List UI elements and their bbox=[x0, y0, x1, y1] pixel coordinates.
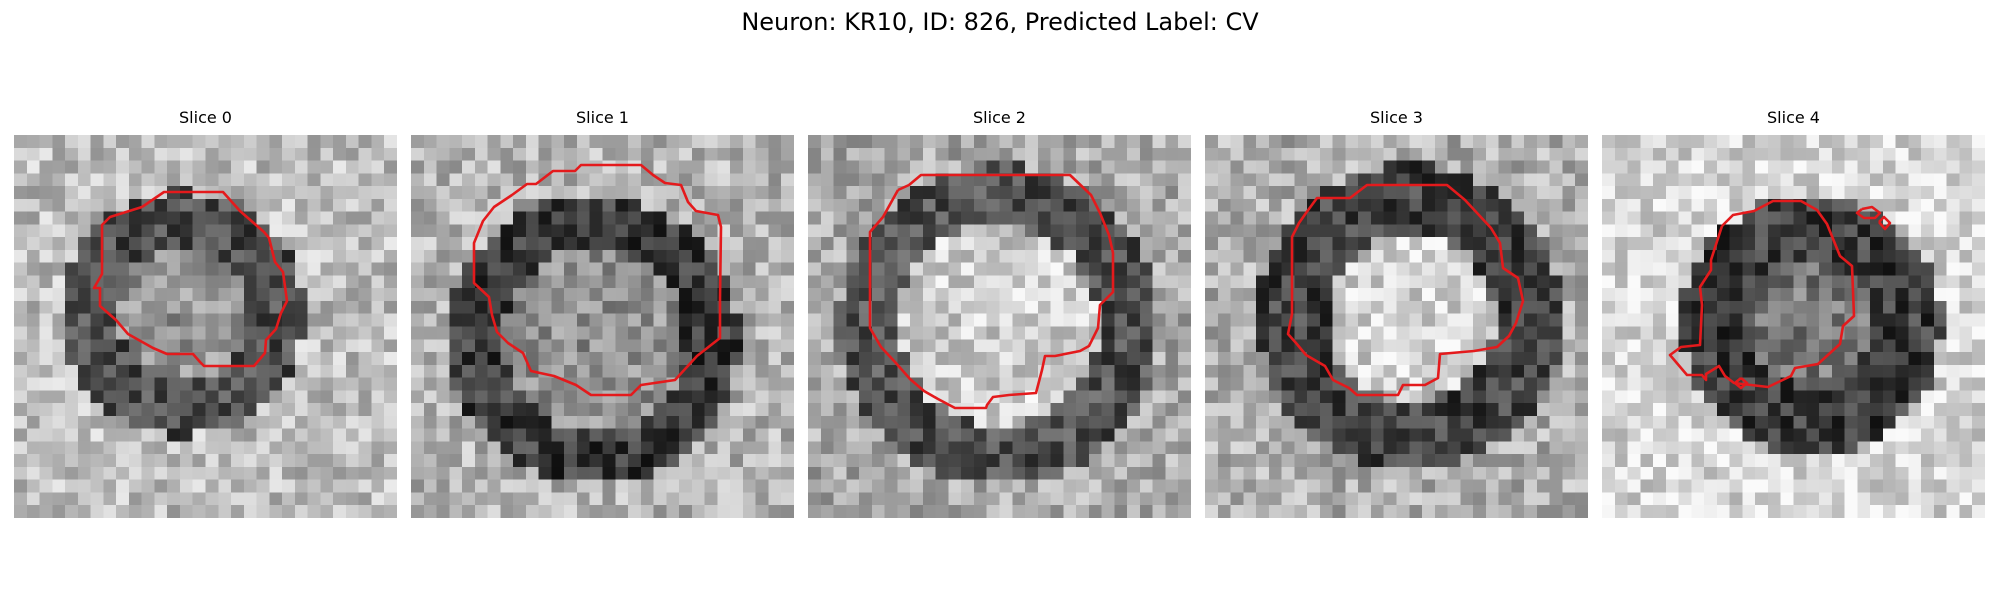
slice-panel-3: Slice 3 bbox=[1205, 106, 1588, 518]
slice-title: Slice 4 bbox=[1767, 108, 1820, 127]
grayscale-image bbox=[14, 135, 397, 518]
slice-title: Slice 2 bbox=[973, 108, 1026, 127]
figure-title: Neuron: KR10, ID: 826, Predicted Label: … bbox=[741, 8, 1259, 36]
grayscale-image bbox=[1602, 135, 1985, 518]
slice-title: Slice 1 bbox=[576, 108, 629, 127]
slice-panel-4: Slice 4 bbox=[1602, 106, 1985, 518]
slice-panel-2: Slice 2 bbox=[808, 106, 1191, 518]
slice-title: Slice 0 bbox=[179, 108, 232, 127]
grayscale-image bbox=[1205, 135, 1588, 518]
slice-panel-0: Slice 0 bbox=[14, 106, 397, 518]
grayscale-image bbox=[808, 135, 1191, 518]
grayscale-image bbox=[411, 135, 794, 518]
slice-title: Slice 3 bbox=[1370, 108, 1423, 127]
slice-panel-1: Slice 1 bbox=[411, 106, 794, 518]
